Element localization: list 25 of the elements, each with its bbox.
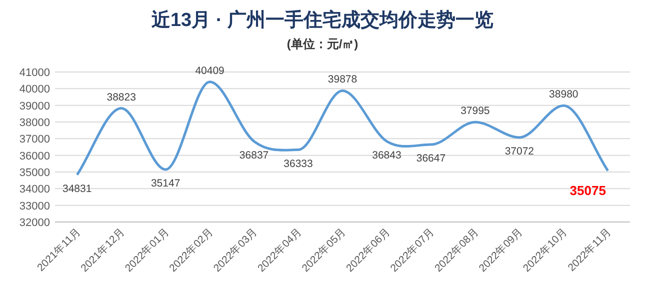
y-tick-label: 36000 [19,150,50,162]
data-label: 38823 [106,91,136,104]
data-label: 35075 [570,182,606,198]
y-tick-label: 40000 [19,84,50,96]
y-tick-label: 39000 [19,100,50,112]
data-label: 36843 [372,149,402,162]
data-label: 35147 [150,178,180,190]
y-tick-label: 41000 [19,67,50,79]
data-label: 40409 [195,64,225,77]
data-label: 34831 [62,182,92,195]
data-label: 37072 [504,145,534,158]
data-label: 36333 [284,158,314,170]
chart-title: 近13月 · 广州一手住宅成交均价走势一览 [150,9,494,31]
data-label: 37995 [460,105,490,118]
data-label: 36647 [416,152,446,165]
y-tick-label: 35000 [19,167,50,179]
data-label: 38980 [549,88,578,101]
y-tick-label: 34000 [19,184,50,196]
chart-subtitle: (单位：元/㎡) [286,37,358,51]
y-tick-label: 33000 [19,200,50,212]
data-label: 36837 [239,149,269,162]
y-tick-label: 38000 [19,117,50,129]
data-label: 39878 [328,74,358,86]
y-tick-label: 32000 [19,217,50,229]
y-tick-label: 37000 [19,134,50,146]
